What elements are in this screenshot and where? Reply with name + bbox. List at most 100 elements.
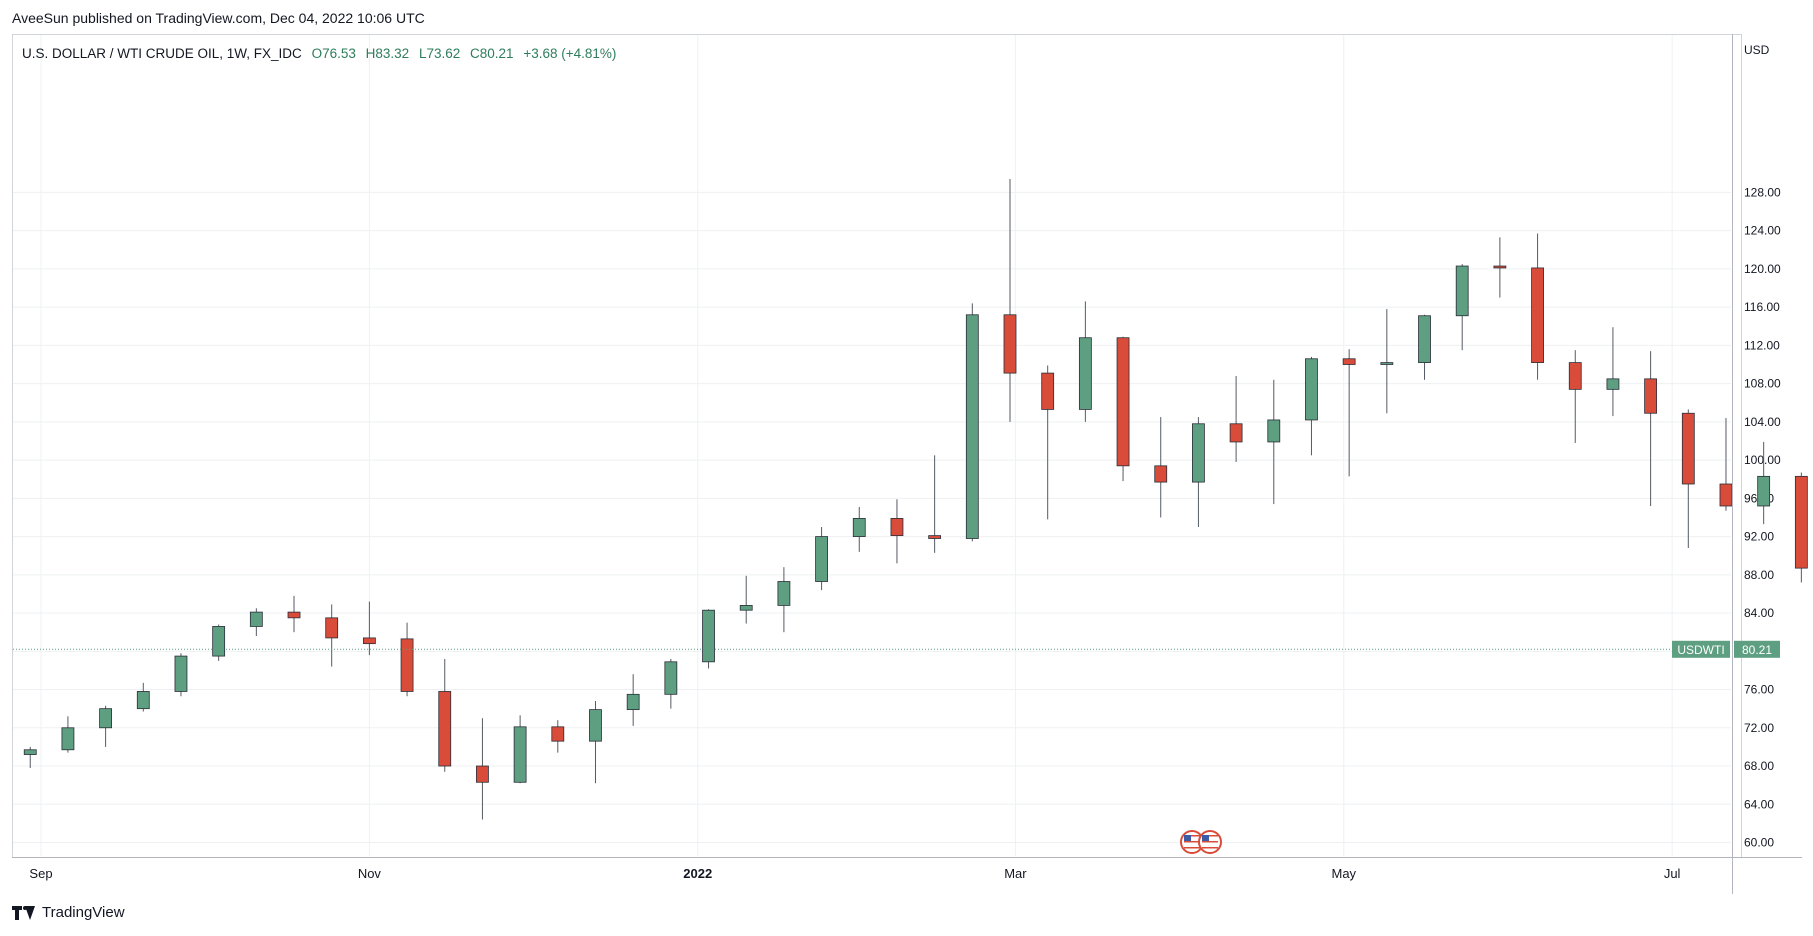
candle-body — [1267, 419, 1281, 443]
legend-change: +3.68 (+4.81%) — [523, 46, 617, 61]
candle-body — [99, 708, 112, 729]
candle-up[interactable] — [1455, 264, 1469, 351]
candle-up[interactable] — [777, 567, 791, 633]
candle-body — [476, 765, 489, 783]
candle-body — [815, 536, 828, 582]
candle-down[interactable] — [1342, 349, 1356, 477]
legend-high: H83.32 — [365, 46, 410, 61]
legend-low: L73.62 — [418, 46, 461, 61]
candle-down[interactable] — [287, 595, 301, 633]
candle-down[interactable] — [928, 455, 942, 553]
candle-up[interactable] — [513, 715, 527, 784]
candle-down[interactable] — [890, 499, 904, 564]
candle-up[interactable] — [61, 716, 75, 753]
candle-down[interactable] — [1531, 233, 1544, 380]
candle-body — [362, 637, 376, 645]
candle-up[interactable] — [589, 701, 602, 784]
candle-down[interactable] — [1154, 417, 1168, 518]
candle-body — [1380, 362, 1394, 365]
candle-body — [61, 727, 75, 751]
candle-up[interactable] — [174, 653, 188, 697]
candle-body — [212, 626, 226, 657]
candle-up[interactable] — [626, 674, 640, 726]
y-tick-label: 100.00 — [1744, 453, 1781, 467]
candle-body — [890, 518, 904, 537]
candle-up[interactable] — [1606, 327, 1620, 417]
candle-up[interactable] — [965, 303, 979, 542]
y-tick-label: 84.00 — [1744, 606, 1774, 620]
candle-body — [438, 691, 452, 767]
publisher-line: AveeSun published on TradingView.com, De… — [12, 10, 425, 26]
candle-down[interactable] — [325, 604, 339, 667]
candle-body — [702, 609, 715, 663]
candle-body — [1418, 315, 1431, 363]
candle-down[interactable] — [1003, 179, 1017, 422]
candle-body — [965, 314, 979, 539]
candle-body — [1041, 372, 1055, 410]
y-tick-label: 116.00 — [1744, 300, 1780, 314]
candle-body — [777, 581, 791, 606]
price-axis-currency[interactable]: USD — [1744, 43, 1770, 57]
candle-down[interactable] — [1493, 237, 1507, 298]
candle-down[interactable] — [1644, 351, 1658, 506]
last-price-label: 80.21 — [1742, 643, 1772, 657]
candle-up[interactable] — [249, 608, 263, 637]
y-tick-label: 112.00 — [1744, 338, 1780, 352]
y-tick-label: 60.00 — [1744, 836, 1774, 850]
candle-up[interactable] — [212, 624, 226, 661]
symbol-label-bg — [1672, 640, 1730, 658]
candle-up[interactable] — [1418, 314, 1431, 380]
candle-body — [1794, 475, 1808, 569]
candle-body — [1192, 423, 1205, 483]
candle-down[interactable] — [438, 658, 452, 772]
candle-up[interactable] — [1267, 379, 1281, 505]
us-flag-event-icon[interactable] — [1198, 830, 1222, 854]
time-axis-divider — [12, 857, 1802, 858]
candle-body — [551, 726, 565, 742]
y-tick-label: 108.00 — [1744, 377, 1781, 391]
candle-up[interactable] — [1078, 301, 1092, 422]
candle-up[interactable] — [815, 527, 828, 591]
candle-up[interactable] — [1305, 356, 1318, 456]
candle-down[interactable] — [1794, 472, 1808, 583]
candle-down[interactable] — [1681, 409, 1695, 549]
candle-down[interactable] — [551, 720, 565, 753]
candle-up[interactable] — [1757, 441, 1771, 525]
candle-body — [1568, 362, 1582, 390]
candle-up[interactable] — [1380, 309, 1394, 414]
candle-up[interactable] — [1192, 417, 1205, 528]
candle-body — [1493, 265, 1507, 269]
candle-up[interactable] — [702, 609, 715, 669]
price-axis-divider — [1732, 34, 1733, 894]
candle-body — [1003, 314, 1017, 374]
y-tick-label: 76.00 — [1744, 683, 1774, 697]
candle-down[interactable] — [1568, 350, 1582, 443]
y-tick-label: 64.00 — [1744, 797, 1774, 811]
candle-up[interactable] — [739, 575, 753, 624]
candle-down[interactable] — [1116, 336, 1130, 482]
candle-up[interactable] — [23, 746, 37, 768]
candle-down[interactable] — [1229, 375, 1243, 463]
candle-down[interactable] — [400, 622, 414, 697]
y-tick-label: 88.00 — [1744, 568, 1774, 582]
candle-body — [513, 726, 527, 783]
candle-up[interactable] — [852, 506, 866, 552]
candle-down[interactable] — [476, 718, 489, 820]
candle-down[interactable] — [362, 601, 376, 656]
y-tick-label: 128.00 — [1744, 185, 1781, 199]
candle-down[interactable] — [1719, 418, 1733, 511]
tradingview-footer[interactable]: TradingView — [12, 904, 125, 921]
candle-down[interactable] — [1041, 365, 1055, 520]
legend-close: C80.21 — [470, 46, 514, 61]
candle-body — [1606, 378, 1620, 390]
candle-body — [1116, 337, 1130, 467]
candle-body — [589, 709, 602, 742]
candle-body — [1757, 475, 1771, 507]
candle-up[interactable] — [664, 658, 678, 709]
candle-up[interactable] — [136, 682, 150, 712]
candle-up[interactable] — [99, 705, 112, 747]
x-tick-label: May — [1331, 866, 1356, 881]
x-tick-label: Nov — [358, 866, 382, 881]
candle-body — [136, 691, 150, 710]
